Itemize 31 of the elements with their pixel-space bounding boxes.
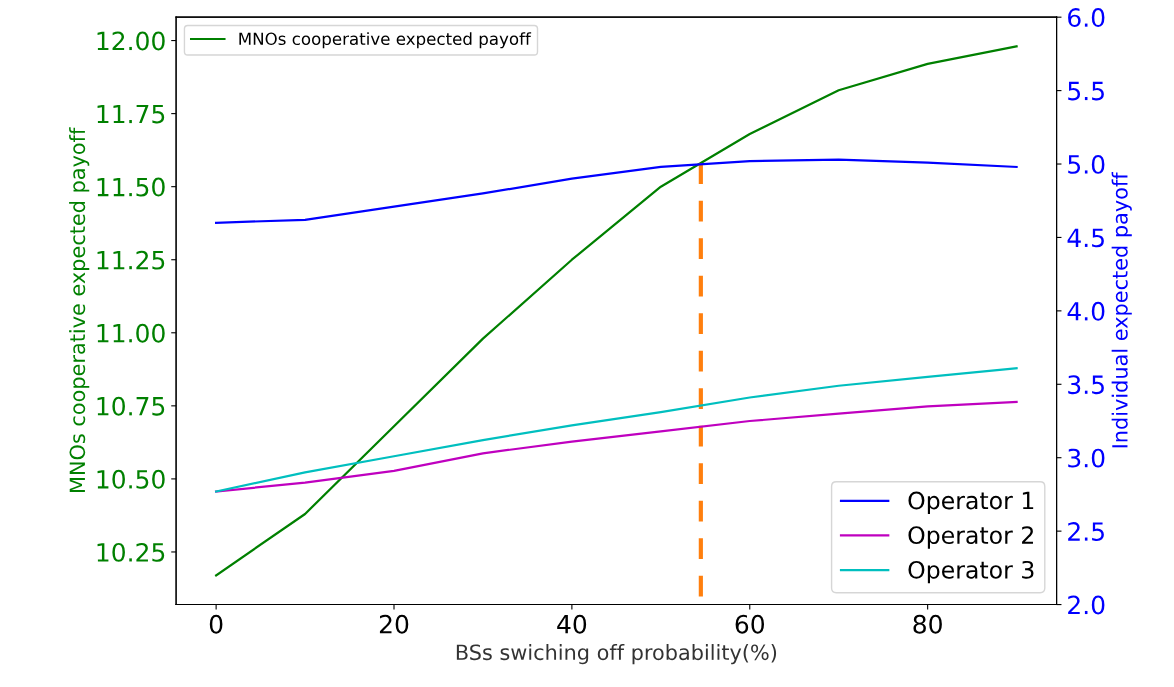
legend-label: Operator 3: [908, 560, 1034, 584]
y-tick-label: 10.25: [97, 542, 165, 562]
y2-axis-title: Individual expected payoff: [1111, 172, 1132, 448]
y2-tick-label: 5.0: [1068, 154, 1105, 174]
x-tick-label: 60: [735, 614, 764, 634]
x-tick-label: 0: [209, 614, 223, 634]
y-tick-label: 11.25: [97, 250, 165, 270]
y2-tick-label: 4.5: [1067, 228, 1104, 248]
y-tick-label: 11.75: [97, 104, 165, 124]
legend-label: Operator 1: [908, 491, 1034, 514]
y2-tick-label: 5.5: [1068, 81, 1104, 101]
y-axis-title: MNOs cooperative expected payoff: [69, 127, 90, 492]
line-series: [215, 367, 1018, 493]
y2-tick-label: 6.0: [1068, 8, 1105, 28]
y-tick-label: 12.00: [97, 31, 165, 51]
x-tick-label: 20: [379, 614, 409, 634]
y-tick-label: 11.00: [97, 323, 165, 343]
y2-tick-label: 2.0: [1068, 595, 1105, 615]
x-tick-label: 80: [913, 614, 942, 634]
y2-tick-label: 2.5: [1068, 522, 1104, 541]
y2-tick-label: 3.5: [1068, 375, 1104, 395]
legend-label: Operator 2: [908, 526, 1033, 549]
y2-tick-label: 4.0: [1067, 301, 1105, 321]
legend-label: MNOs cooperative expected payoff: [239, 32, 532, 49]
y2-tick-label: 3.0: [1068, 448, 1105, 468]
y-tick-label: 10.50: [97, 469, 165, 489]
x-axis-title: BSs swiching off probability(%): [456, 644, 777, 665]
y-tick-label: 11.50: [97, 177, 165, 197]
line-series: [215, 158, 1018, 224]
x-tick-label: 40: [557, 614, 587, 634]
y-tick-label: 10.75: [97, 396, 165, 416]
